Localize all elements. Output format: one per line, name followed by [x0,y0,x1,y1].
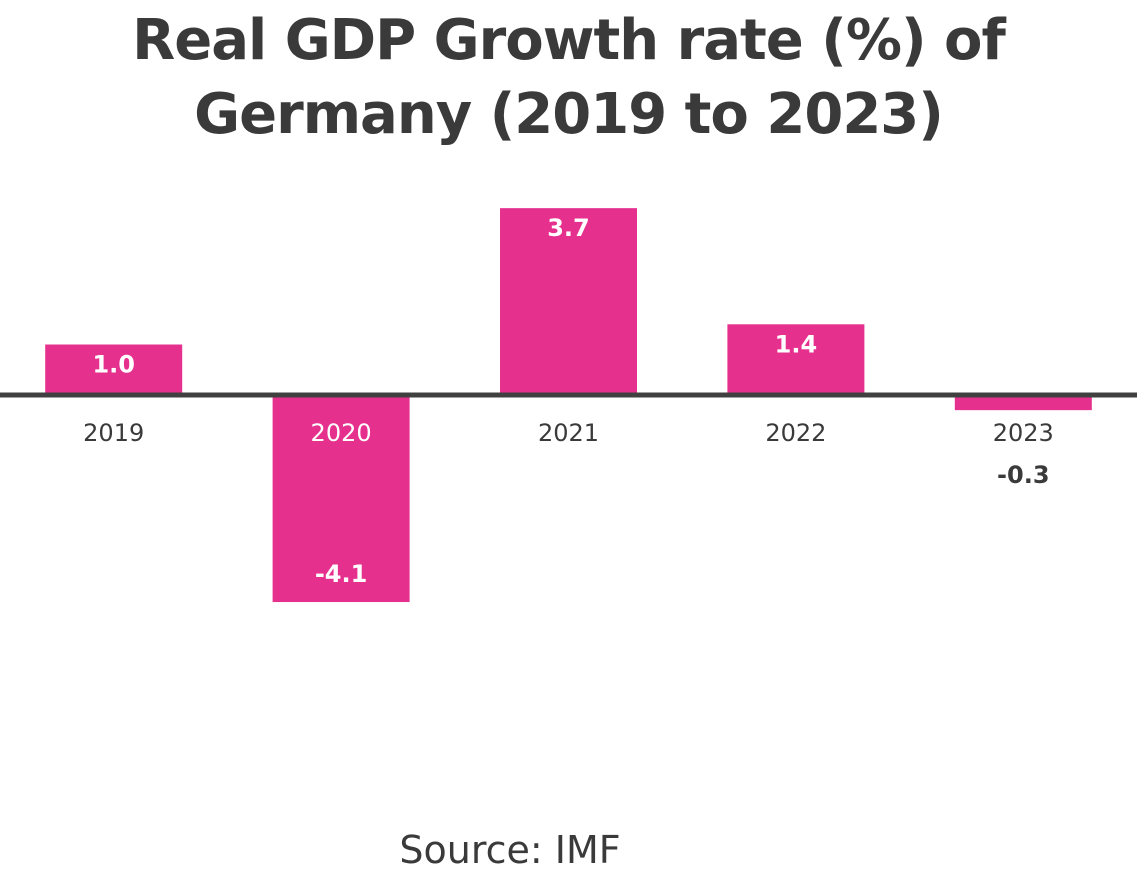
x-tick-label-2023: 2023 [993,419,1054,447]
data-label-2020: -4.1 [315,560,367,588]
bar-2022 [727,324,865,395]
data-label-2019: 1.0 [92,351,135,379]
x-tick-label-2020: 2020 [311,419,372,447]
chart-title: Real GDP Growth rate (%) of Germany (201… [0,0,1137,152]
x-tick-label-2019: 2019 [83,419,144,447]
bars-group [45,208,1092,603]
chart-title-line-1: Real GDP Growth rate (%) of [132,8,1006,73]
x-tick-label-2021: 2021 [538,419,599,447]
labels-group: 2019 1.0 2020 -4.1 2021 3.7 2022 1.4 2023 -0.3 [83,214,1054,588]
data-label-2022: 1.4 [775,330,818,358]
bar-2020 [272,395,410,603]
data-label-2021: 3.7 [547,214,590,242]
source-note: Source: IMF [399,828,621,872]
bar-2021 [500,208,637,395]
data-label-2023: -0.3 [997,461,1049,489]
chart-title-line-2: Germany (2019 to 2023) [194,82,944,147]
x-tick-label-2022: 2022 [765,419,826,447]
bar-2023 [954,395,1092,411]
bar-2019 [45,344,183,395]
